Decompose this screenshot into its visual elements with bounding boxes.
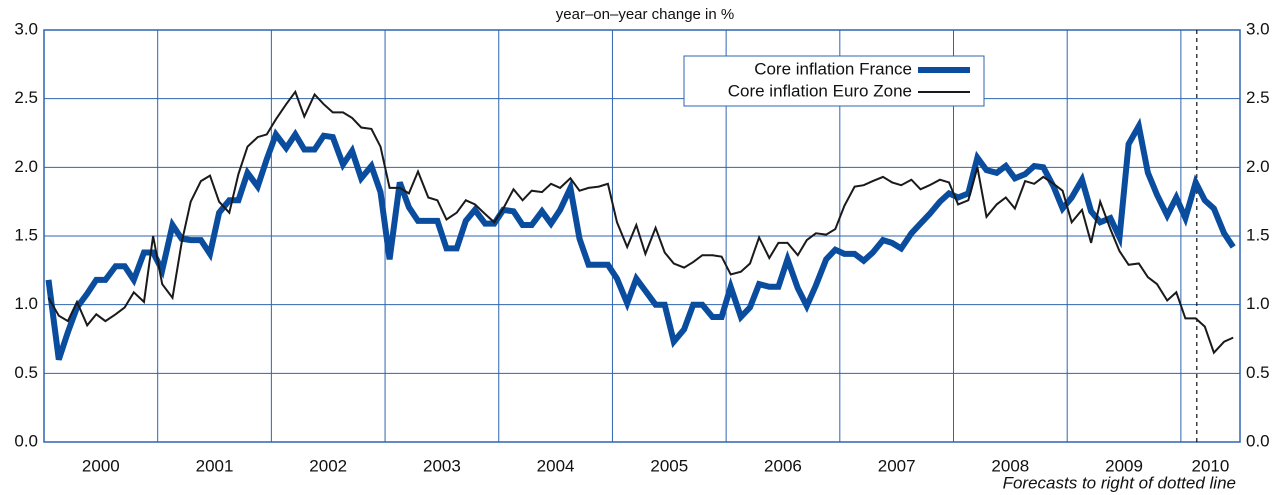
x-tick-label: 2007 <box>878 456 916 475</box>
y2-tick-label: 0.0 <box>1246 431 1270 450</box>
x-tick-label: 2008 <box>991 456 1029 475</box>
series-line <box>45 117 1236 361</box>
y2-tick-label: 1.0 <box>1246 294 1270 313</box>
y2-tick-label: 2.5 <box>1246 88 1270 107</box>
chart-subtitle: year–on–year change in % <box>556 6 734 23</box>
y-tick-label: 2.5 <box>14 88 38 107</box>
annotation: Forecasts to right of dotted line <box>1003 473 1236 492</box>
y2-tick-label: 2.0 <box>1246 157 1270 176</box>
x-tick-label: 2000 <box>82 456 120 475</box>
y-tick-label: 1.0 <box>14 294 38 313</box>
y-tick-label: 1.5 <box>14 225 38 244</box>
x-tick-label: 2004 <box>537 456 575 475</box>
y2-tick-label: 3.0 <box>1246 19 1270 38</box>
x-tick-label: 2010 <box>1192 456 1230 475</box>
x-tick-label: 2002 <box>309 456 347 475</box>
y-tick-label: 0.5 <box>14 363 38 382</box>
y-tick-label: 0.0 <box>14 431 38 450</box>
x-tick-label: 2001 <box>196 456 234 475</box>
x-tick-label: 2005 <box>650 456 688 475</box>
y2-tick-label: 0.5 <box>1246 363 1270 382</box>
x-tick-label: 2009 <box>1105 456 1143 475</box>
series-line <box>47 89 1234 355</box>
legend-label: Core inflation Euro Zone <box>728 81 912 100</box>
y2-tick-label: 1.5 <box>1246 225 1270 244</box>
y-tick-label: 3.0 <box>14 19 38 38</box>
legend-label: Core inflation France <box>754 59 912 78</box>
x-tick-label: 2003 <box>423 456 461 475</box>
x-tick-label: 2006 <box>764 456 802 475</box>
y-tick-label: 2.0 <box>14 157 38 176</box>
legend-box <box>683 55 985 107</box>
